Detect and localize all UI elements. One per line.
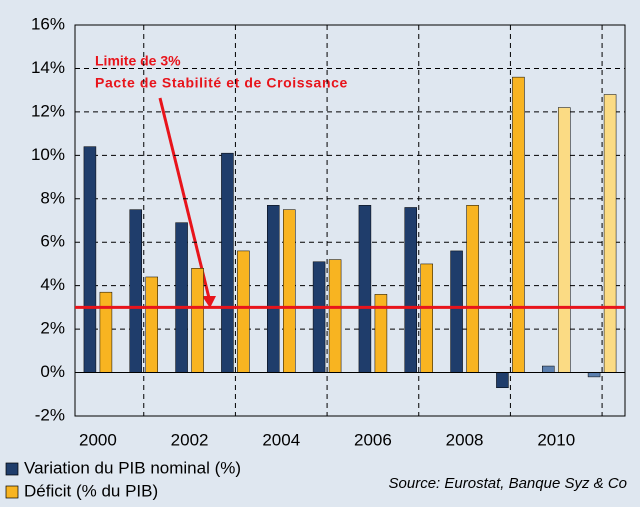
bar — [450, 250, 463, 373]
arrow-head — [202, 296, 216, 308]
legend-label: Variation du PIB nominal (%) — [24, 458, 241, 477]
y-tick-label: 10% — [31, 145, 65, 164]
bar — [237, 250, 250, 373]
y-tick-label: 14% — [31, 58, 65, 77]
bar — [558, 107, 571, 373]
annotation: Limite de 3% — [95, 53, 181, 69]
bar — [312, 261, 326, 373]
bar — [83, 146, 97, 373]
bar — [99, 291, 113, 373]
bar — [542, 365, 555, 373]
bar — [221, 152, 234, 373]
bar — [496, 372, 509, 389]
bar — [267, 205, 280, 373]
y-tick-label: 6% — [40, 232, 65, 251]
bar — [129, 209, 142, 373]
x-tick-label: 2006 — [354, 430, 392, 449]
y-tick-label: 16% — [31, 14, 65, 33]
annotation: Pacte de Stabilité et de Croissance — [95, 75, 348, 91]
legend-swatch — [5, 485, 19, 499]
bar — [358, 205, 372, 373]
bar — [587, 372, 601, 378]
y-tick-label: -2% — [35, 405, 65, 424]
bar — [328, 259, 342, 373]
source: Source: Eurostat, Banque Syz & Co — [389, 475, 627, 492]
bar — [466, 205, 479, 373]
bar — [175, 222, 188, 373]
y-tick-label: 12% — [31, 101, 65, 120]
x-tick-label: 2004 — [262, 430, 300, 449]
annotation-arrow — [158, 97, 211, 299]
legend-swatch — [5, 462, 19, 476]
y-tick-label: 2% — [40, 319, 65, 338]
y-tick-label: 4% — [40, 275, 65, 294]
bar — [145, 276, 158, 373]
y-tick-label: 8% — [40, 188, 65, 207]
bar — [404, 207, 417, 373]
bar — [603, 94, 617, 373]
y-tick-label: 0% — [40, 362, 65, 381]
bar — [512, 76, 525, 373]
x-tick-label: 2002 — [171, 430, 209, 449]
bar — [420, 263, 433, 373]
bar — [283, 209, 296, 373]
legend-label: Déficit (% du PIB) — [24, 481, 158, 500]
x-tick-label: 2000 — [79, 430, 117, 449]
x-tick-label: 2010 — [537, 430, 575, 449]
x-tick-label: 2008 — [446, 430, 484, 449]
bar — [191, 268, 204, 373]
